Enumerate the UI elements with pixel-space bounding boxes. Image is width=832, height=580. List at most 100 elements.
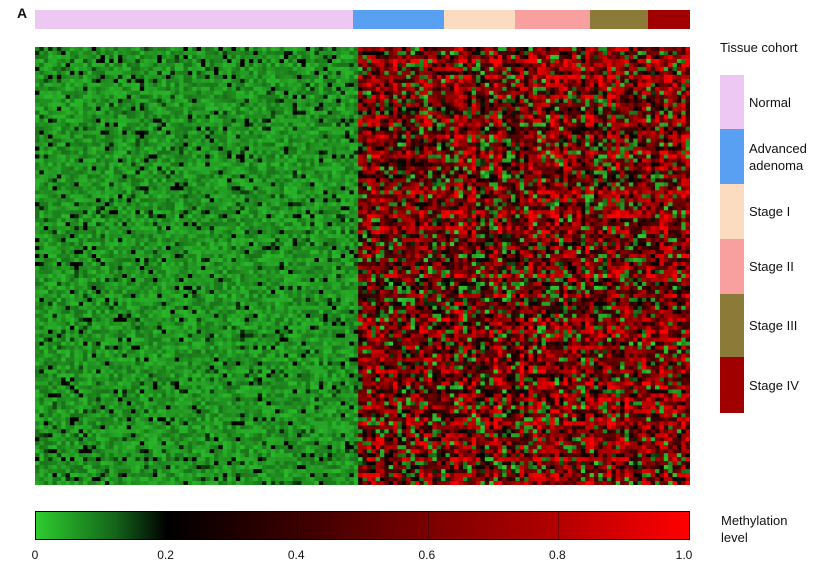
heatmap-cell bbox=[78, 174, 84, 179]
heatmap-cell bbox=[323, 138, 328, 143]
heatmap-cell bbox=[384, 50, 390, 56]
heatmap-cell bbox=[96, 110, 101, 116]
heatmap-cell bbox=[502, 158, 507, 163]
heatmap-cell bbox=[637, 90, 643, 96]
heatmap-cell bbox=[152, 158, 158, 163]
heatmap-cell bbox=[139, 170, 145, 175]
heatmap-cell bbox=[248, 134, 254, 139]
heatmap-cell bbox=[78, 82, 84, 88]
heatmap-cell bbox=[633, 114, 638, 120]
heatmap-cell bbox=[371, 134, 376, 139]
heatmap-cell bbox=[314, 50, 320, 56]
heatmap-cell bbox=[432, 50, 438, 56]
heatmap-cell bbox=[598, 47, 604, 52]
heatmap-cell bbox=[336, 134, 342, 139]
heatmap-cell bbox=[209, 134, 215, 139]
heatmap-cell bbox=[74, 138, 80, 143]
heatmap-cell bbox=[607, 74, 612, 80]
heatmap-cell bbox=[537, 78, 542, 84]
heatmap-cell bbox=[471, 74, 477, 80]
heatmap-cell bbox=[506, 138, 512, 143]
heatmap-cell bbox=[384, 118, 390, 124]
heatmap-cell bbox=[83, 174, 88, 179]
heatmap-cell bbox=[628, 162, 634, 167]
heatmap-cell bbox=[139, 47, 145, 52]
heatmap-cell bbox=[559, 58, 564, 64]
heatmap-cell bbox=[292, 94, 298, 100]
heatmap-cell bbox=[432, 166, 438, 171]
heatmap-cell bbox=[663, 150, 669, 155]
heatmap-cell bbox=[580, 126, 586, 132]
heatmap-cell bbox=[467, 90, 473, 96]
heatmap-cell bbox=[467, 142, 473, 147]
heatmap-cell bbox=[310, 74, 315, 80]
heatmap-cell bbox=[676, 118, 682, 124]
heatmap-cell bbox=[52, 58, 58, 64]
heatmap-cell bbox=[681, 78, 687, 84]
heatmap-cell bbox=[585, 78, 590, 84]
heatmap-cell bbox=[65, 134, 71, 139]
heatmap-cell bbox=[78, 47, 84, 52]
heatmap-cell bbox=[545, 58, 551, 64]
heatmap-cell bbox=[283, 78, 289, 84]
heatmap-cell bbox=[445, 162, 451, 167]
heatmap-cell bbox=[589, 98, 595, 104]
heatmap-cell bbox=[449, 90, 455, 96]
heatmap-cell bbox=[371, 94, 376, 100]
heatmap-cell bbox=[100, 146, 106, 151]
heatmap-cell bbox=[423, 138, 429, 143]
heatmap-cell bbox=[441, 47, 446, 52]
heatmap-cell bbox=[196, 126, 202, 132]
heatmap-cell bbox=[148, 134, 154, 139]
heatmap-cell bbox=[35, 70, 40, 76]
heatmap-cell bbox=[685, 134, 690, 139]
heatmap-cell bbox=[685, 110, 690, 116]
heatmap-cell bbox=[65, 66, 71, 72]
heatmap-cell bbox=[659, 154, 665, 159]
heatmap-cell bbox=[61, 106, 66, 112]
heatmap-cell bbox=[187, 62, 193, 68]
heatmap-cell bbox=[262, 146, 267, 151]
heatmap-cell bbox=[43, 114, 49, 120]
heatmap-cell bbox=[244, 98, 250, 104]
heatmap-cell bbox=[567, 47, 573, 52]
heatmap-cell bbox=[318, 122, 324, 128]
heatmap-cell bbox=[248, 58, 254, 64]
heatmap-cell bbox=[576, 54, 582, 60]
heatmap-cell bbox=[323, 78, 328, 84]
heatmap-cell bbox=[676, 130, 682, 135]
heatmap-cell bbox=[559, 98, 564, 104]
heatmap-cell bbox=[580, 134, 586, 139]
heatmap-cell bbox=[301, 138, 307, 143]
heatmap-cell bbox=[279, 47, 285, 52]
heatmap-cell bbox=[393, 134, 398, 139]
heatmap-cell bbox=[676, 162, 682, 167]
heatmap-cell bbox=[248, 138, 254, 143]
heatmap-cell bbox=[388, 166, 394, 171]
heatmap-cell bbox=[410, 126, 416, 132]
heatmap-cell bbox=[576, 62, 582, 68]
heatmap-cell bbox=[301, 86, 307, 92]
heatmap-cell bbox=[462, 70, 468, 76]
heatmap-cell bbox=[327, 106, 333, 112]
heatmap-cell bbox=[428, 114, 433, 120]
heatmap-cell bbox=[35, 118, 40, 124]
heatmap-cell bbox=[301, 90, 307, 96]
heatmap-cell bbox=[187, 166, 193, 171]
heatmap-cell bbox=[519, 54, 525, 60]
heatmap-cell bbox=[301, 98, 307, 104]
heatmap-cell bbox=[633, 58, 638, 64]
heatmap-cell bbox=[676, 74, 682, 80]
heatmap-cell bbox=[192, 110, 197, 116]
heatmap-cell bbox=[288, 102, 294, 108]
heatmap-cell bbox=[218, 138, 224, 143]
heatmap-cell bbox=[253, 70, 259, 76]
heatmap-cell bbox=[283, 62, 289, 68]
heatmap-cell bbox=[157, 47, 163, 52]
heatmap-cell bbox=[528, 102, 534, 108]
heatmap-cell bbox=[663, 82, 669, 88]
heatmap-cell bbox=[454, 110, 459, 116]
heatmap-cell bbox=[209, 130, 215, 135]
heatmap-cell bbox=[510, 86, 516, 92]
heatmap-cell bbox=[305, 66, 311, 72]
